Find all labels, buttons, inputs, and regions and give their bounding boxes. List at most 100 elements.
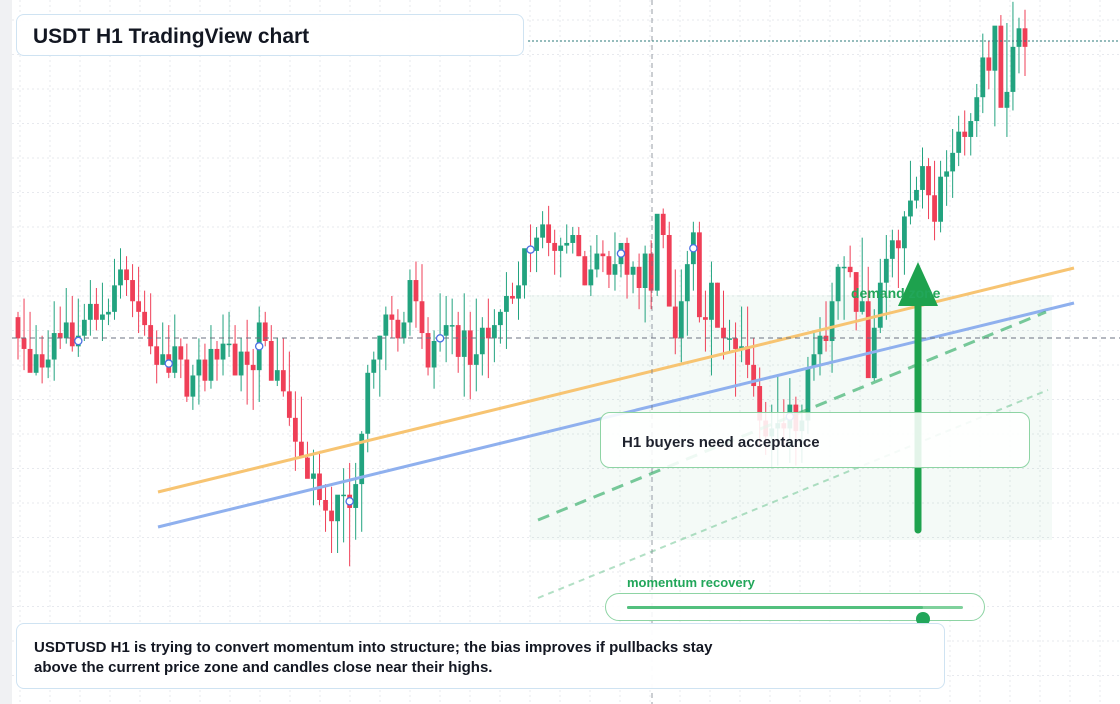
candle (895, 229, 901, 288)
candle (51, 301, 57, 381)
candle (244, 319, 250, 405)
candle (703, 290, 708, 352)
candle (473, 298, 479, 392)
candle (335, 494, 340, 553)
candle (479, 317, 485, 376)
candle (654, 213, 660, 296)
candle (962, 110, 968, 156)
candle (449, 298, 455, 355)
candle (974, 83, 980, 137)
candle (353, 462, 359, 540)
candle (751, 338, 757, 397)
candle (274, 338, 280, 387)
candle (950, 129, 956, 198)
candle (522, 248, 527, 299)
candle (624, 237, 630, 299)
candle (106, 298, 111, 326)
candle (721, 290, 726, 360)
candle (419, 264, 425, 349)
signal-marker (254, 342, 264, 351)
candle (576, 227, 582, 257)
chart-title: USDT H1 TradingView chart (33, 25, 310, 48)
candle (678, 269, 684, 363)
candle (69, 295, 75, 352)
candle (437, 293, 443, 352)
candle (93, 288, 99, 331)
candle (443, 295, 449, 363)
signal-markers (74, 243, 795, 506)
candle (118, 248, 123, 299)
candle (570, 227, 576, 254)
candle (582, 250, 588, 286)
candle (27, 311, 33, 373)
momentum-fill (627, 606, 923, 609)
candle (546, 205, 552, 257)
candle (648, 240, 654, 310)
candle (184, 343, 190, 402)
candle (214, 341, 220, 381)
candle (286, 351, 292, 426)
candle (238, 338, 244, 392)
candle (329, 486, 334, 553)
candle (57, 306, 63, 349)
candle (992, 25, 998, 127)
candle (944, 150, 950, 206)
candle (262, 311, 268, 347)
momentum-meter (605, 593, 985, 626)
momentum-thumb (915, 612, 930, 626)
candle (220, 314, 226, 376)
candle (365, 364, 371, 453)
callout-card: H1 buyers need acceptance (600, 412, 1030, 468)
candle (154, 330, 160, 384)
candle (504, 272, 509, 349)
candle (552, 229, 558, 275)
candle (377, 335, 383, 397)
candle (636, 253, 642, 310)
candle (142, 290, 148, 336)
candle (588, 245, 594, 296)
candle (696, 221, 702, 323)
candle (865, 266, 871, 379)
title-card: USDT H1 TradingView chart (16, 14, 524, 56)
candle (491, 309, 497, 363)
candle (21, 298, 27, 371)
support-line-faint (537, 389, 1049, 599)
candle (715, 282, 720, 328)
candle (172, 314, 178, 379)
candle (178, 338, 184, 379)
candle (883, 235, 889, 320)
support-line-dashed (537, 310, 1047, 522)
candle (395, 309, 401, 352)
candle (341, 468, 347, 543)
callout-text: H1 buyers need acceptance (622, 434, 820, 451)
candle (594, 235, 600, 278)
momentum-track (627, 606, 963, 626)
candlesticks (15, 1, 1028, 567)
candle (100, 282, 105, 341)
candle (558, 237, 564, 278)
candle (666, 221, 672, 307)
signal-marker (689, 243, 698, 253)
candle (124, 256, 129, 296)
candle (684, 250, 690, 336)
candle (690, 221, 696, 291)
candle (208, 325, 214, 389)
candle (980, 33, 986, 114)
candle (727, 319, 732, 352)
candle (660, 208, 666, 249)
candle (112, 258, 117, 320)
candle (841, 256, 847, 320)
candle (461, 293, 467, 397)
candle (299, 396, 304, 458)
candle (130, 264, 135, 318)
candle (835, 264, 841, 320)
summary-card: USDTUSD H1 is trying to convert momentum… (16, 623, 945, 689)
candle (612, 232, 618, 291)
candle (968, 113, 974, 156)
candle (811, 330, 817, 381)
candle (160, 322, 166, 365)
candle (485, 298, 491, 379)
candle (401, 311, 407, 344)
signal-marker (616, 249, 626, 258)
candle (455, 311, 461, 373)
